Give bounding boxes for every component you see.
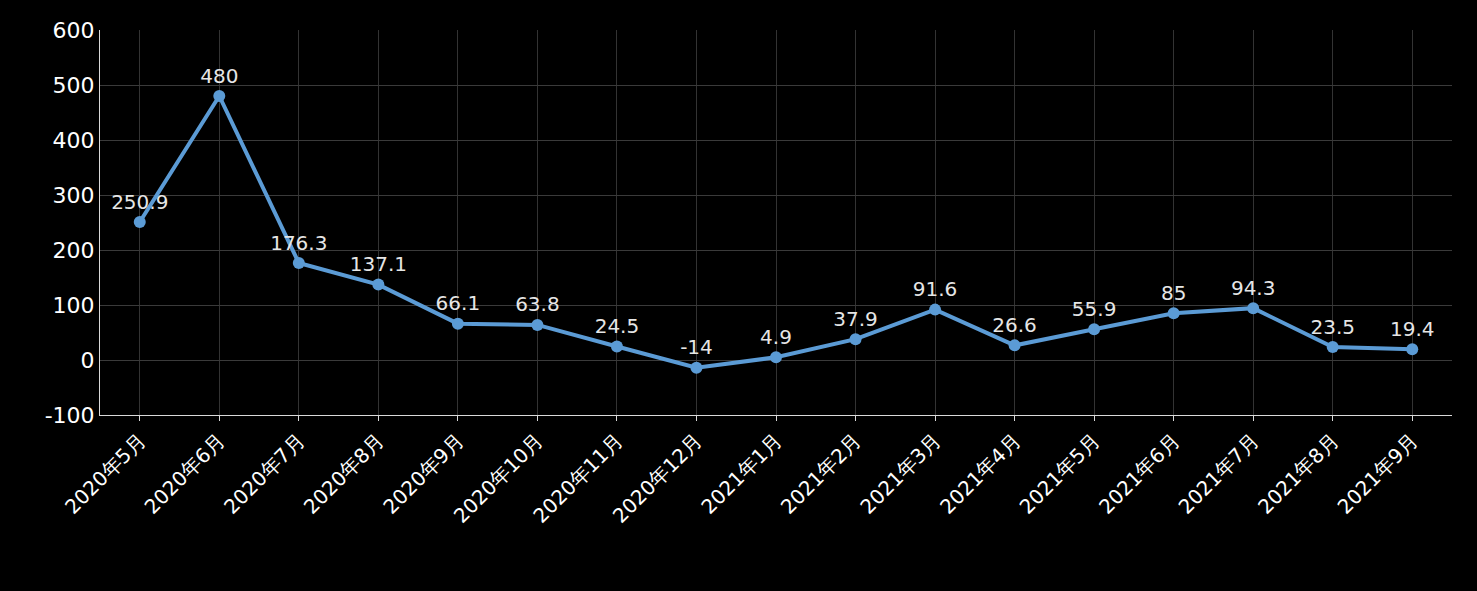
svg-text:2021年5月: 2021年5月 (1014, 429, 1104, 519)
svg-text:500: 500 (53, 73, 95, 98)
svg-text:2020年8月: 2020年8月 (299, 429, 389, 519)
svg-text:2020年11月: 2020年11月 (528, 429, 627, 528)
svg-text:2021年1月: 2021年1月 (696, 429, 786, 519)
svg-text:137.1: 137.1 (350, 252, 407, 276)
svg-text:2020年12月: 2020年12月 (608, 429, 707, 528)
svg-text:300: 300 (53, 183, 95, 208)
svg-text:2020年5月: 2020年5月 (60, 429, 150, 519)
svg-text:2021年6月: 2021年6月 (1094, 429, 1184, 519)
svg-text:250.9: 250.9 (111, 190, 168, 214)
svg-text:66.1: 66.1 (436, 291, 481, 315)
svg-text:4.9: 4.9 (760, 325, 792, 349)
svg-text:2021年2月: 2021年2月 (776, 429, 866, 519)
svg-text:94.3: 94.3 (1231, 276, 1276, 300)
svg-text:-100: -100 (45, 403, 95, 428)
svg-text:100: 100 (53, 293, 95, 318)
svg-text:85: 85 (1161, 281, 1186, 305)
svg-text:91.6: 91.6 (913, 277, 958, 301)
svg-text:0: 0 (81, 348, 95, 373)
svg-text:176.3: 176.3 (270, 231, 327, 255)
svg-text:-14: -14 (680, 335, 713, 359)
svg-text:23.5: 23.5 (1310, 315, 1355, 339)
svg-text:2020年7月: 2020年7月 (219, 429, 309, 519)
svg-text:480: 480 (200, 64, 238, 88)
svg-text:400: 400 (53, 128, 95, 153)
svg-text:600: 600 (53, 18, 95, 43)
svg-text:63.8: 63.8 (515, 292, 560, 316)
svg-text:37.9: 37.9 (833, 307, 878, 331)
svg-text:2020年6月: 2020年6月 (140, 429, 230, 519)
svg-text:2021年8月: 2021年8月 (1253, 429, 1343, 519)
svg-text:55.9: 55.9 (1072, 297, 1117, 321)
svg-text:2021年3月: 2021年3月 (855, 429, 945, 519)
svg-text:2020年9月: 2020年9月 (378, 429, 468, 519)
svg-text:19.4: 19.4 (1390, 317, 1435, 341)
svg-text:26.6: 26.6 (992, 313, 1037, 337)
svg-text:2020年10月: 2020年10月 (449, 429, 548, 528)
svg-text:200: 200 (53, 238, 95, 263)
svg-text:2021年9月: 2021年9月 (1333, 429, 1423, 519)
svg-text:2021年4月: 2021年4月 (935, 429, 1025, 519)
svg-text:24.5: 24.5 (595, 314, 640, 338)
svg-text:2021年7月: 2021年7月 (1174, 429, 1264, 519)
